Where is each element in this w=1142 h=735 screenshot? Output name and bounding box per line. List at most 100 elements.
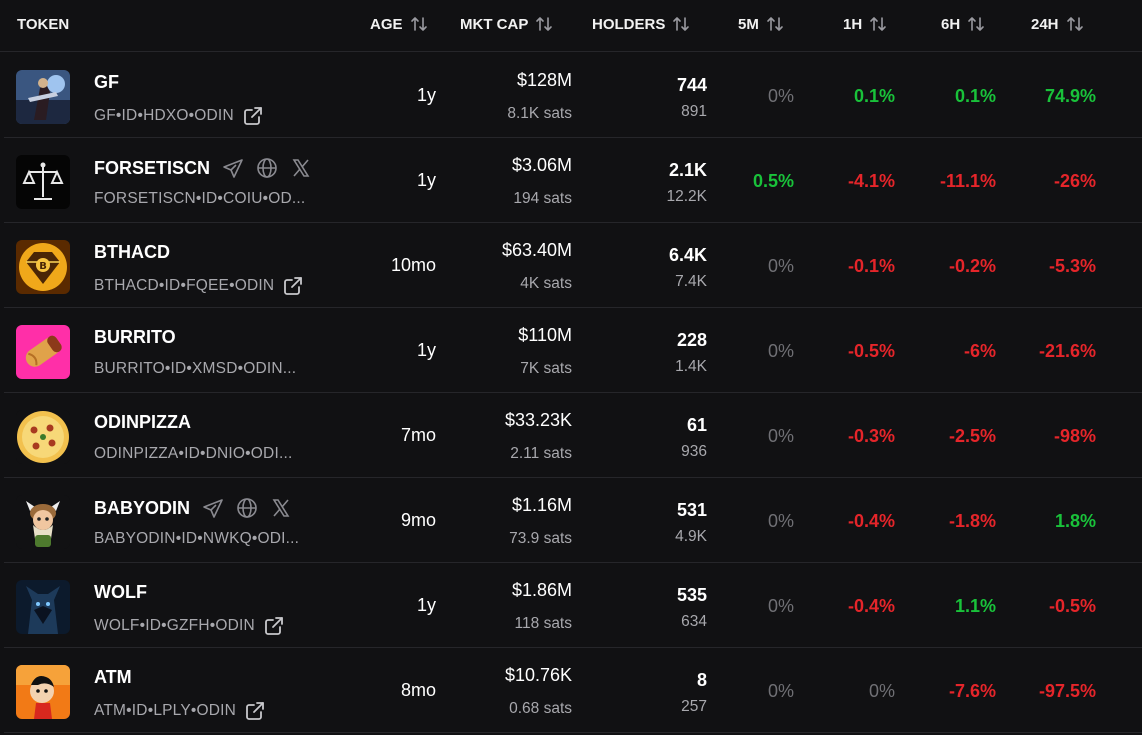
token-name-text: GF [94, 72, 119, 92]
wolf-avatar [16, 580, 70, 634]
sort-icon[interactable] [765, 14, 785, 34]
change-1h: 0.1% [853, 86, 895, 106]
change-1h: 0% [868, 681, 895, 701]
holders-secondary: 634 [681, 613, 707, 630]
holders-secondary: 936 [681, 443, 707, 460]
market-cap: $63.40M [501, 240, 572, 260]
sort-icon[interactable] [534, 14, 554, 34]
external-link-icon[interactable] [263, 615, 285, 637]
x-twitter-icon[interactable] [290, 157, 312, 179]
token-name[interactable]: WOLF [94, 582, 147, 603]
price-sats: 2.11 sats [510, 445, 572, 462]
header-holders[interactable]: HOLDERS [592, 13, 691, 35]
sort-icon[interactable] [1065, 14, 1085, 34]
sort-icon[interactable] [966, 14, 986, 34]
token-ticker-text: BURRITO•ID•XMSD•ODIN... [94, 360, 297, 377]
change-1h: -0.4% [847, 511, 895, 531]
header-5m[interactable]: 5M [738, 13, 785, 35]
token-ticker-text: BABYODIN•ID•NWKQ•ODI... [94, 530, 300, 547]
token-name-text: ATM [94, 667, 132, 687]
header-age-label: AGE [370, 15, 403, 33]
token-ticker-text: ATM•ID•LPLY•ODIN [94, 702, 237, 719]
token-ticker: WOLF•ID•GZFH•ODIN [94, 615, 285, 637]
change-6h: -1.8% [948, 511, 996, 531]
sort-icon[interactable] [671, 14, 691, 34]
holders-count: 61 [686, 415, 707, 435]
change-24h: 1.8% [1054, 511, 1096, 531]
table-header: TOKEN AGE MKT CAP HOLDERS 5M 1H 6H 24H [0, 0, 1142, 52]
token-name-text: BABYODIN [94, 497, 191, 518]
token-ticker: BTHACD•ID•FQEE•ODIN [94, 275, 304, 297]
token-name[interactable]: FORSETISCN [94, 157, 312, 179]
change-24h: -97.5% [1038, 681, 1096, 701]
header-age[interactable]: AGE [370, 13, 429, 35]
holders-count: 744 [676, 75, 707, 95]
sort-icon[interactable] [868, 14, 888, 34]
x-twitter-icon[interactable] [270, 497, 292, 519]
market-cap: $3.06M [511, 155, 572, 175]
header-mkt-cap[interactable]: MKT CAP [460, 13, 554, 35]
price-sats: 73.9 sats [509, 530, 572, 547]
holders-secondary: 1.4K [675, 358, 707, 375]
change-6h: -7.6% [948, 681, 996, 701]
change-24h: -21.6% [1038, 341, 1096, 361]
holders-count: 2.1K [668, 160, 707, 180]
change-5m: 0% [767, 511, 794, 531]
external-link-icon[interactable] [244, 700, 266, 722]
svg-text:B: B [39, 261, 47, 272]
telegram-icon[interactable] [202, 497, 224, 519]
table-row[interactable]: WOLF WOLF•ID•GZFH•ODIN 1y $1.86M 118 sats 535… [4, 563, 1142, 648]
token-ticker: ODINPIZZA•ID•DNIO•ODI... [94, 445, 292, 463]
table-row[interactable]: BABYODIN BABYODIN•ID•NWKQ•ODI... 9mo $1.16M… [4, 478, 1142, 563]
header-6h[interactable]: 6H [941, 13, 986, 35]
table-row[interactable]: GF GF•ID•HDXO•ODIN 1y $128M 8.1K sats 744 891 0… [4, 53, 1142, 138]
header-1h[interactable]: 1H [843, 13, 888, 35]
token-name[interactable]: ODINPIZZA [94, 412, 191, 433]
market-cap: $110M [518, 325, 572, 345]
sort-icon[interactable] [409, 14, 429, 34]
price-sats: 0.68 sats [509, 700, 572, 717]
external-link-icon[interactable] [242, 105, 264, 127]
header-token: TOKEN [17, 13, 69, 35]
table-row[interactable]: ODINPIZZA ODINPIZZA•ID•DNIO•ODI... 7mo $33.… [4, 393, 1142, 478]
change-5m: 0% [767, 596, 794, 616]
token-name[interactable]: BABYODIN [94, 497, 292, 519]
change-5m: 0% [767, 341, 794, 361]
token-name[interactable]: GF [94, 72, 119, 93]
token-ticker-text: GF•ID•HDXO•ODIN [94, 107, 234, 124]
holders-secondary: 12.2K [666, 188, 707, 205]
change-5m: 0% [767, 681, 794, 701]
token-ticker-text: BTHACD•ID•FQEE•ODIN [94, 277, 275, 294]
market-cap: $128M [516, 70, 572, 90]
table-row[interactable]: B BTHACD BTHACD•ID•FQEE•ODIN 10mo $63.40M 4K … [4, 223, 1142, 308]
token-age: 8mo [400, 680, 436, 700]
market-cap: $10.76K [504, 665, 572, 685]
holders-count: 228 [676, 330, 707, 350]
burrito-avatar [16, 325, 70, 379]
table-row[interactable]: FORSETISCN FORSETISCN•ID•COIU•OD... 1y $3.0… [4, 138, 1142, 223]
atm-avatar [16, 665, 70, 719]
token-age: 1y [416, 595, 436, 615]
website-icon[interactable] [256, 157, 278, 179]
change-24h: -26% [1053, 171, 1096, 191]
external-link-icon[interactable] [282, 275, 304, 297]
token-name-text: ODINPIZZA [94, 412, 191, 432]
token-name[interactable]: BURRITO [94, 327, 176, 348]
change-6h: 0.1% [954, 86, 996, 106]
change-6h: -11.1% [939, 171, 996, 191]
table-row[interactable]: ATM ATM•ID•LPLY•ODIN 8mo $10.76K 0.68 sats 8 2… [4, 648, 1142, 733]
header-24h[interactable]: 24H [1031, 13, 1085, 35]
token-name[interactable]: BTHACD [94, 242, 170, 263]
forsetiscn-avatar [16, 155, 70, 209]
token-name[interactable]: ATM [94, 667, 132, 688]
header-6h-label: 6H [941, 15, 961, 33]
change-5m: 0.5% [752, 171, 794, 191]
table-row[interactable]: BURRITO BURRITO•ID•XMSD•ODIN... 1y $110M 7K … [4, 308, 1142, 393]
website-icon[interactable] [236, 497, 258, 519]
holders-count: 6.4K [668, 245, 707, 265]
telegram-icon[interactable] [222, 157, 244, 179]
token-age: 9mo [400, 510, 436, 530]
header-1h-label: 1H [843, 15, 863, 33]
change-6h: -6% [963, 341, 996, 361]
token-ticker: GF•ID•HDXO•ODIN [94, 105, 264, 127]
